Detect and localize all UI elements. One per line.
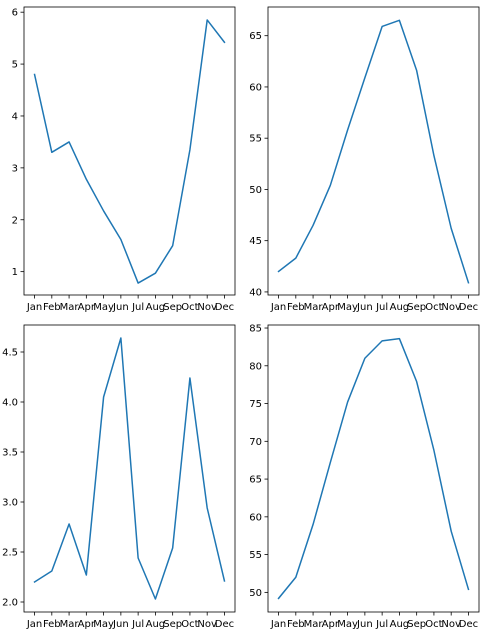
x-tick-label: Apr [322,302,340,313]
x-tick-label: Mar [60,302,80,313]
x-tick-label: Nov [441,619,461,630]
y-tick-label: 70 [249,437,262,448]
x-tick-label: Jan [270,302,286,313]
x-tick-label: Jul [131,619,144,630]
y-tick-label: 4.0 [2,398,18,409]
x-tick-label: Aug [146,619,166,630]
x-tick-label: Aug [390,302,410,313]
y-tick-label: 65 [249,475,262,486]
x-tick-label: Feb [287,302,305,313]
x-tick-label: Sep [163,302,182,313]
y-tick-label: 75 [249,399,262,410]
x-tick-label: Jan [26,619,42,630]
x-tick-label: Jun [112,619,129,630]
y-tick-label: 2.0 [2,598,18,609]
x-tick-label: Nov [197,302,217,313]
axes-frame [267,324,480,613]
x-tick-label: May [93,619,114,630]
x-tick-label: Dec [459,302,478,313]
x-tick-label: Jun [356,302,373,313]
x-tick-label: Apr [78,302,96,313]
y-tick-label: 6 [12,8,18,19]
x-tick-label: Jul [375,302,388,313]
x-tick-label: Mar [304,619,324,630]
x-tick-label: May [93,302,114,313]
y-tick-label: 55 [249,550,262,561]
x-tick-label: Jul [131,302,144,313]
x-tick-label: Jan [26,302,42,313]
y-tick-label: 60 [249,82,262,93]
y-tick-label: 3.0 [2,498,18,509]
x-tick-label: Feb [43,302,61,313]
y-tick-label: 40 [249,287,262,298]
x-tick-label: May [337,619,358,630]
y-tick-label: 4.5 [2,348,18,359]
y-tick-label: 2.5 [2,548,18,559]
y-tick-label: 50 [249,185,262,196]
x-tick-label: Jul [375,619,388,630]
series-line [277,19,470,284]
x-tick-label: Nov [197,619,217,630]
y-tick-label: 1 [12,267,18,278]
y-tick-label: 80 [249,361,262,372]
axes-frame [23,324,236,613]
x-tick-label: Dec [215,619,234,630]
x-tick-label: Mar [60,619,80,630]
x-tick-label: Aug [146,302,166,313]
x-tick-label: Feb [287,619,305,630]
y-tick-label: 3.5 [2,448,18,459]
x-tick-label: Oct [425,302,442,313]
y-tick-label: 65 [249,31,262,42]
x-tick-label: Sep [407,302,426,313]
x-tick-label: Jun [112,302,129,313]
series-line [33,19,226,284]
y-tick-label: 4 [12,111,18,122]
y-tick-label: 5 [12,60,18,71]
x-tick-label: Mar [304,302,324,313]
axes-frame [267,6,480,296]
x-tick-label: Nov [441,302,461,313]
x-tick-label: Sep [407,619,426,630]
axes-frame [23,6,236,296]
x-tick-label: Oct [181,302,198,313]
x-tick-label: Apr [322,619,340,630]
x-tick-label: Jan [270,619,286,630]
x-tick-label: Oct [181,619,198,630]
y-tick-label: 60 [249,512,262,523]
x-tick-label: May [337,302,358,313]
series-line [33,337,226,600]
x-tick-label: Apr [78,619,96,630]
y-tick-label: 50 [249,588,262,599]
x-tick-label: Dec [215,302,234,313]
y-tick-label: 45 [249,236,262,247]
x-tick-label: Aug [390,619,410,630]
y-tick-label: 85 [249,324,262,335]
series-line [277,337,470,600]
y-tick-label: 55 [249,134,262,145]
x-tick-label: Sep [163,619,182,630]
x-tick-label: Jun [356,619,373,630]
x-tick-label: Dec [459,619,478,630]
x-tick-label: Feb [43,619,61,630]
x-tick-label: Oct [425,619,442,630]
y-tick-label: 2 [12,215,18,226]
y-tick-label: 3 [12,163,18,174]
